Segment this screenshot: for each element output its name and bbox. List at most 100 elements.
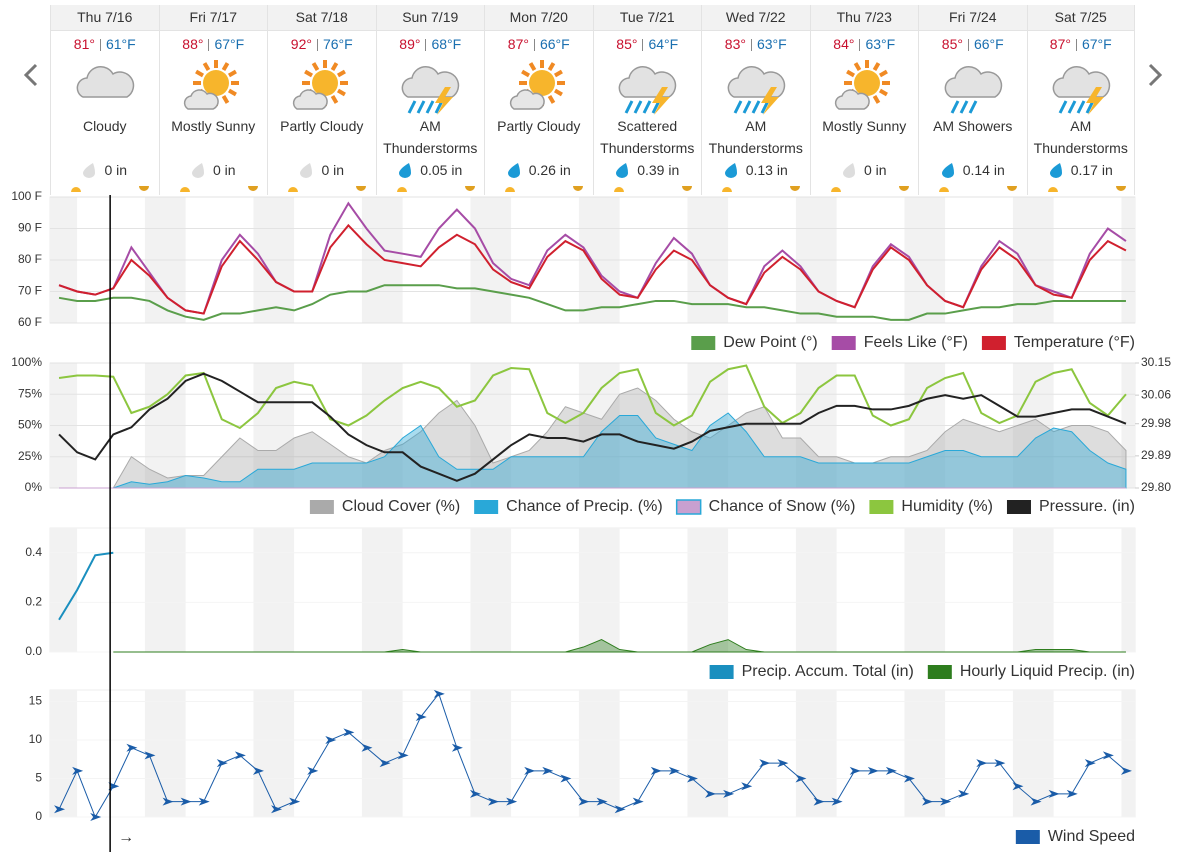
wind-marker — [668, 766, 680, 775]
y2-tick-label: 30.06 — [1141, 387, 1171, 401]
wind-marker — [885, 766, 897, 775]
condition: Partly Cloudy — [497, 118, 581, 134]
cloud-shape — [618, 66, 677, 98]
rain-drop — [959, 100, 969, 114]
precip-amount: 0.39 in — [637, 162, 680, 178]
sun-ray — [520, 69, 530, 78]
low-temp: 64°F — [648, 36, 679, 52]
condition: AM Thunderstorms — [1033, 118, 1128, 156]
sun-times — [288, 186, 366, 192]
icon-box — [702, 57, 810, 115]
icon-box — [51, 57, 159, 115]
wind-marker — [705, 789, 717, 798]
drop — [300, 163, 313, 178]
legend-label: Chance of Snow (%) — [709, 498, 856, 515]
sunrise — [288, 187, 298, 192]
drop — [399, 163, 412, 178]
y-tick-label: 90 F — [18, 221, 42, 235]
wind-marker — [922, 797, 934, 806]
drop-icon — [842, 163, 855, 178]
night-band — [904, 528, 946, 652]
low-temp: 66°F — [539, 36, 570, 52]
temps: 87° 67°F — [1028, 31, 1135, 57]
small-cloud — [184, 89, 220, 110]
y-tick-label: 70 F — [18, 284, 42, 298]
temps: 83° 63°F — [702, 31, 810, 57]
condition: Mostly Sunny — [822, 118, 907, 134]
weather-icon — [292, 60, 348, 110]
separator — [208, 39, 210, 52]
sunrise — [613, 187, 624, 192]
wind-marker — [90, 813, 102, 821]
drop — [842, 163, 855, 178]
night-band — [470, 528, 512, 652]
wind-marker — [759, 759, 771, 768]
sun-times — [613, 186, 692, 192]
sun-ray — [336, 69, 346, 78]
y-tick-label: 0% — [25, 480, 43, 494]
icon-box — [594, 57, 702, 115]
precip: 0.17 in — [1028, 159, 1135, 181]
next-button[interactable] — [1148, 63, 1163, 87]
night-band — [1121, 690, 1135, 817]
legend-swatch — [981, 336, 1006, 350]
low-temp: 67°F — [214, 36, 245, 52]
low-temp: 66°F — [973, 36, 1004, 52]
sunset — [247, 186, 258, 191]
y2-tick-label: 29.89 — [1141, 448, 1171, 462]
wind-marker — [686, 774, 698, 783]
day-label: Fri 7/17 — [159, 5, 267, 31]
wind-marker — [1048, 789, 1060, 798]
icon-box — [160, 57, 268, 115]
sun-times — [396, 186, 475, 192]
icon-box — [268, 57, 376, 115]
rain-drop — [407, 100, 417, 114]
high-temp: 87° — [507, 36, 529, 52]
wind-marker — [994, 759, 1006, 768]
wind-marker — [162, 797, 174, 806]
sunset — [573, 186, 583, 191]
separator — [533, 39, 535, 52]
sunrise — [505, 187, 515, 192]
precip-amount: 0.14 in — [962, 162, 1005, 178]
cloud-shape — [401, 66, 460, 98]
line — [58, 284, 1126, 321]
y2-tick-label: 29.98 — [1141, 416, 1171, 430]
weather-icon — [618, 66, 677, 115]
y-tick-label: 10 — [29, 732, 43, 746]
sun-ray — [879, 88, 889, 97]
day-label: Tue 7/21 — [593, 5, 701, 31]
legend-swatch — [309, 500, 334, 514]
wind-marker — [1012, 782, 1024, 791]
temps: 92° 76°F — [268, 31, 376, 57]
legend-swatch — [831, 336, 856, 350]
wind-marker — [1084, 759, 1096, 768]
night-band — [253, 528, 295, 652]
drop-icon — [941, 163, 954, 178]
legend-label: Dew Point (°) — [723, 334, 817, 351]
rain-drop — [742, 100, 752, 114]
drop — [941, 163, 954, 178]
night-band — [904, 690, 946, 817]
day-label: Thu 7/23 — [810, 5, 918, 31]
sun-times — [722, 186, 800, 192]
night-band — [50, 690, 78, 817]
day-column: Mon 7/20 87° 66°F Partly Cloudy 0.26 in — [484, 5, 593, 195]
wind-marker — [216, 759, 228, 768]
rain-drop — [751, 100, 761, 114]
wind-marker — [632, 797, 644, 806]
sun-disc — [528, 70, 555, 96]
day-label: Mon 7/20 — [485, 5, 593, 31]
legend-label: Temperature (°F) — [1014, 334, 1135, 351]
night-band — [687, 528, 729, 652]
day-column: Thu 7/23 84° 63°F Mostly Sunny 0 in — [809, 5, 918, 195]
y-tick-label: 15 — [29, 694, 43, 708]
prev-button[interactable] — [23, 63, 38, 87]
wind-marker — [560, 774, 572, 783]
wind-marker — [813, 797, 825, 806]
low-temp: 63°F — [865, 36, 896, 52]
sun-ray — [303, 69, 313, 78]
wind-marker — [180, 797, 192, 806]
area — [59, 412, 1127, 489]
y-tick-label: 0 — [35, 809, 42, 823]
